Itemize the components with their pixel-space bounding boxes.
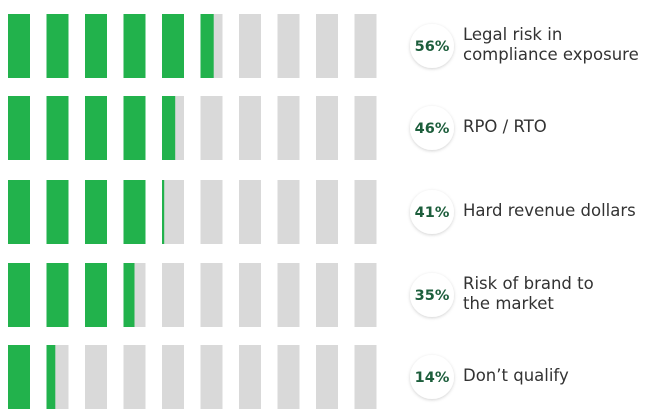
segment-track xyxy=(124,345,146,409)
segment-track xyxy=(355,180,377,244)
category-label: Don’t qualify xyxy=(463,366,658,386)
bar-segment xyxy=(8,96,30,160)
segment-track xyxy=(239,14,261,78)
bar-segment xyxy=(8,180,30,244)
segment-track xyxy=(239,96,261,160)
bar-segment xyxy=(162,14,184,78)
segment-track xyxy=(162,263,184,327)
category-label: RPO / RTO xyxy=(463,117,658,137)
bar-segment xyxy=(8,14,30,78)
bar-segment xyxy=(201,14,214,78)
value-label: 14% xyxy=(415,370,450,386)
segment-track xyxy=(355,14,377,78)
segment-track xyxy=(201,180,223,244)
bar-segment xyxy=(162,96,175,160)
segment-track xyxy=(278,345,300,409)
bar-segment xyxy=(47,14,69,78)
segment-track xyxy=(316,14,338,78)
segment-track xyxy=(278,263,300,327)
segment-track xyxy=(316,96,338,160)
value-label: 41% xyxy=(415,205,450,221)
bar-segment xyxy=(124,263,135,327)
category-label: Hard revenue dollars xyxy=(463,201,658,221)
category-label: Risk of brand to the market xyxy=(463,274,658,314)
segment-track xyxy=(278,96,300,160)
bar-segment xyxy=(85,263,107,327)
segment-track xyxy=(85,345,107,409)
segment-track xyxy=(355,96,377,160)
segment-track xyxy=(355,345,377,409)
segment-track xyxy=(278,180,300,244)
bar-segment xyxy=(47,345,56,409)
segment-track xyxy=(201,345,223,409)
bar-segment xyxy=(85,180,107,244)
bar-segment xyxy=(124,14,146,78)
segment-track xyxy=(355,263,377,327)
value-label: 56% xyxy=(415,39,450,55)
segment-track xyxy=(278,14,300,78)
bar-segment xyxy=(8,345,30,409)
segment-track xyxy=(316,345,338,409)
bar-segment xyxy=(124,180,146,244)
bar-segment xyxy=(47,263,69,327)
value-label: 46% xyxy=(415,121,450,137)
category-label: Legal risk in compliance exposure xyxy=(463,25,658,65)
bar-segment xyxy=(8,263,30,327)
segment-track xyxy=(201,263,223,327)
segment-track xyxy=(201,96,223,160)
segment-track xyxy=(239,345,261,409)
segment-track xyxy=(316,180,338,244)
bar-segment xyxy=(47,96,69,160)
segment-track xyxy=(239,180,261,244)
bar-segment xyxy=(124,96,146,160)
page: 56%46%41%35%14% (() => { const data = JS… xyxy=(0,0,658,414)
bar-segment xyxy=(85,14,107,78)
segment-track xyxy=(239,263,261,327)
value-label: 35% xyxy=(415,288,450,304)
segment-track xyxy=(162,345,184,409)
bar-segment xyxy=(85,96,107,160)
segment-track xyxy=(162,180,184,244)
bar-segment xyxy=(47,180,69,244)
bar-segment xyxy=(162,180,164,244)
segment-track xyxy=(316,263,338,327)
